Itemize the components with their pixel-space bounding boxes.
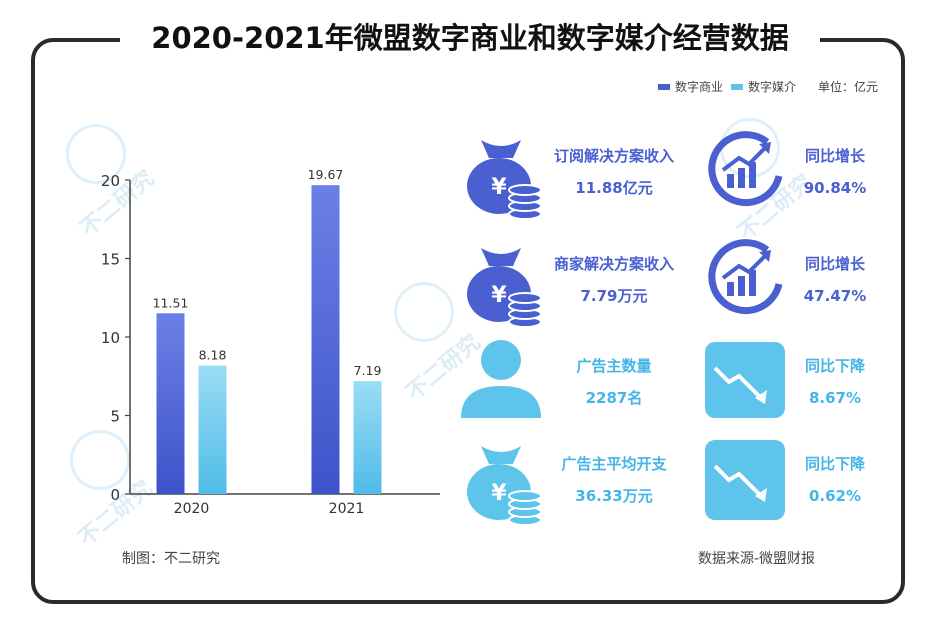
kpi-row-merchant: ¥ 商家解决方案收入 7.79万元 同比增长 47.47%: [455, 238, 895, 330]
kpi-label: 订阅解决方案收入: [553, 147, 674, 165]
trend-label: 同比增长: [804, 255, 865, 273]
money-bag-icon: ¥: [467, 140, 542, 220]
trend-value: 8.67%: [808, 389, 862, 407]
yen-symbol: ¥: [491, 283, 507, 308]
kpi-label: 商家解决方案收入: [553, 255, 674, 273]
money-bag-icon: ¥: [467, 248, 542, 328]
legend-swatch-business: [657, 83, 670, 90]
data-source: 数据来源-微盟财报: [698, 551, 816, 567]
chart-credit: 制图：不二研究: [122, 551, 220, 567]
kpi-label: 广告主平均开支: [561, 455, 667, 473]
x-tick-label: 2020: [174, 501, 210, 517]
bar-business-2021: [311, 185, 340, 494]
kpi-row-subscription: ¥ 订阅解决方案收入 11.88亿元 同比增长 90.84%: [455, 130, 895, 222]
kpi-label: 广告主数量: [576, 357, 652, 375]
kpi-value: 7.79万元: [580, 287, 648, 305]
page-title: 2020-2021年微盟数字商业和数字媒介经营数据: [120, 14, 820, 62]
legend-item-media: 数字媒介: [730, 78, 796, 95]
yen-symbol: ¥: [491, 481, 507, 506]
trend-label: 同比下降: [804, 455, 865, 473]
trend-up-icon: [708, 239, 783, 315]
legend-label-media: 数字媒介: [747, 80, 796, 94]
kpi-row-ad-spend: ¥ 广告主平均开支 36.33万元 同比下降 0.62%: [455, 436, 895, 528]
y-tick-label: 10: [101, 329, 120, 347]
watermark-logo: [394, 282, 454, 342]
legend-item-business: 数字商业: [657, 78, 723, 95]
person-icon: [461, 340, 541, 418]
trend-down-icon: [705, 342, 785, 418]
money-bag-icon: ¥: [467, 446, 542, 526]
bar-chart: 0 5 10 15 20 11.51 8.18 2020 19.67 7.19 2021: [101, 167, 440, 517]
legend-swatch-media: [730, 83, 743, 90]
bar-business-2020: [156, 313, 185, 494]
bar-data-label: 11.51: [153, 295, 189, 310]
kpi-value: 11.88亿元: [575, 179, 653, 197]
x-tick-label: 2021: [329, 501, 365, 517]
trend-value: 90.84%: [803, 179, 867, 197]
bar-media-2020: [198, 365, 227, 494]
unit-label: 单位：亿元: [817, 80, 878, 94]
legend-label-business: 数字商业: [674, 80, 723, 94]
trend-label: 同比增长: [804, 147, 865, 165]
kpi-row-advertisers: 广告主数量 2287名 同比下降 8.67%: [455, 338, 895, 430]
kpi-value: 36.33万元: [575, 487, 653, 505]
trend-down-icon: [705, 440, 785, 520]
y-tick-label: 20: [101, 172, 120, 190]
yen-symbol: ¥: [491, 175, 507, 200]
trend-value: 47.47%: [803, 287, 867, 305]
trend-value: 0.62%: [808, 487, 862, 505]
bar-media-2021: [353, 381, 382, 494]
kpi-value: 2287名: [585, 389, 643, 407]
trend-label: 同比下降: [804, 357, 865, 375]
bar-data-label: 8.18: [199, 348, 227, 363]
y-tick-label: 5: [110, 408, 120, 426]
watermark-logo: [70, 430, 130, 490]
watermark-logo: [66, 124, 126, 184]
y-tick-label: 0: [110, 486, 120, 504]
bar-data-label: 7.19: [354, 363, 382, 378]
bar-data-label: 19.67: [308, 167, 344, 182]
trend-up-icon: [708, 131, 783, 207]
chart-legend: 数字商业 数字媒介 单位：亿元: [657, 78, 878, 95]
y-tick-label: 15: [101, 251, 120, 269]
